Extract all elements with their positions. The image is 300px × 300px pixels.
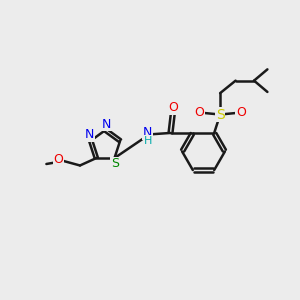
Text: N: N: [102, 118, 111, 130]
Text: S: S: [216, 107, 224, 122]
Text: O: O: [236, 106, 246, 118]
Text: O: O: [53, 153, 63, 166]
Text: O: O: [168, 101, 178, 114]
Text: S: S: [111, 158, 119, 170]
Text: H: H: [143, 136, 152, 146]
Text: N: N: [85, 128, 94, 141]
Text: N: N: [143, 127, 152, 140]
Text: O: O: [194, 106, 204, 118]
